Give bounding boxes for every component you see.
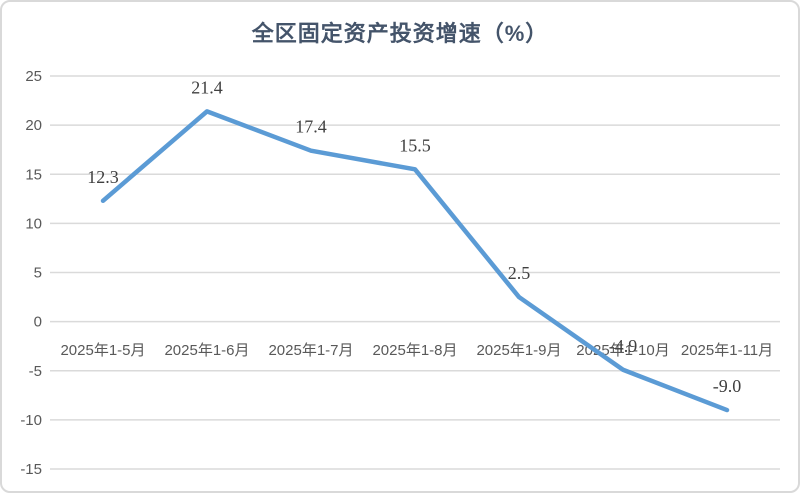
x-axis-label: 2025年1-9月 [476, 342, 561, 359]
data-label: 2.5 [508, 263, 531, 283]
y-tick-label: 5 [34, 265, 42, 282]
chart-title: 全区固定资产投资增速（%） [251, 21, 549, 46]
x-axis-label: 2025年1-8月 [372, 342, 457, 359]
y-tick-label: -15 [20, 461, 42, 478]
x-axis-label: 2025年1-5月 [60, 342, 145, 359]
x-axis-label: 2025年1-11月 [681, 342, 773, 359]
y-tick-label: -5 [29, 363, 42, 380]
x-axis-label: 2025年1-6月 [164, 342, 249, 359]
data-label: 17.4 [295, 117, 327, 137]
data-label: 12.3 [87, 167, 119, 187]
y-tick-label: 25 [25, 68, 42, 85]
data-label: -9.0 [713, 376, 742, 396]
data-label: -4.9 [609, 336, 638, 356]
data-label: 15.5 [399, 135, 431, 155]
x-axis-label: 2025年1-7月 [268, 342, 353, 359]
y-tick-label: 15 [25, 166, 42, 183]
y-tick-label: -10 [20, 412, 42, 429]
y-tick-label: 20 [25, 117, 42, 134]
data-label: 21.4 [191, 77, 223, 97]
series-line [100, 109, 730, 413]
y-tick-label: 0 [34, 314, 42, 331]
y-tick-label: 10 [25, 215, 42, 232]
